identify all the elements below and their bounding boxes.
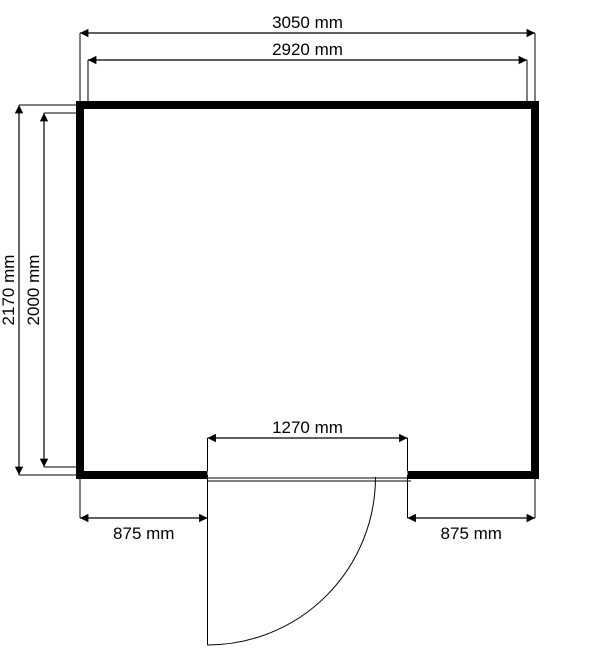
left-inner-label: 2000 mm <box>24 255 43 326</box>
top-outer-label: 3050 mm <box>272 13 343 32</box>
door-w-label: 1270 mm <box>272 418 343 437</box>
bottom-r-label: 875 mm <box>441 524 502 543</box>
top-inner-label: 2920 mm <box>272 40 343 59</box>
bottom-l-label: 875 mm <box>113 524 174 543</box>
left-outer-label: 2170 mm <box>0 255 18 326</box>
door-swing-arc <box>208 477 376 645</box>
